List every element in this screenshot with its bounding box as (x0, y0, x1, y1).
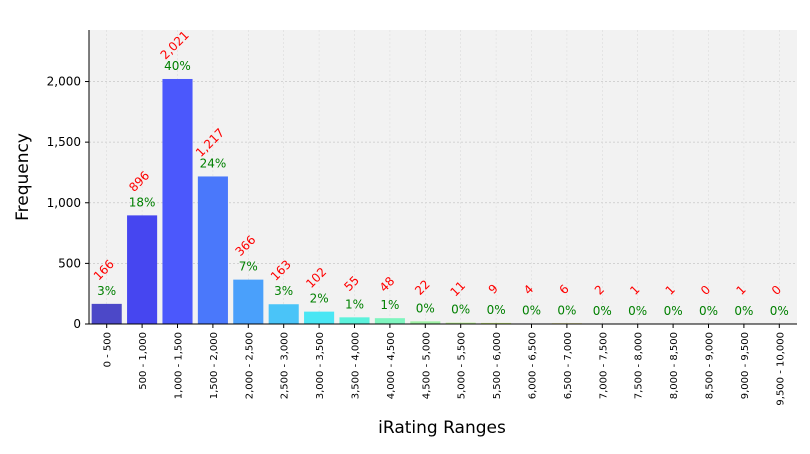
x-tick-label: 2,500 - 3,000 (280, 332, 291, 399)
x-tick-label: 9,500 - 10,000 (775, 332, 786, 406)
x-tick-label: 4,500 - 5,000 (421, 332, 432, 399)
bar-percent-label: 2% (310, 292, 329, 306)
bar-percent-label: 0% (487, 303, 506, 317)
bar (162, 79, 192, 324)
plot-background (89, 30, 797, 324)
x-ticks: 0 - 500 500 - 1,000 1,000 - 1,500 1,500 - 2… (103, 324, 787, 406)
bar-percent-label: 0% (557, 303, 576, 317)
bar (375, 318, 405, 324)
bar-percent-label: 0% (734, 304, 753, 318)
bar-percent-label: 0% (451, 303, 470, 317)
y-tick-label: 500 (58, 256, 81, 270)
bar (339, 317, 369, 324)
x-tick-label: 3,500 - 4,000 (351, 332, 362, 399)
bar-percent-label: 1% (345, 297, 364, 311)
bar (269, 304, 299, 324)
x-tick-label: 5,500 - 6,000 (492, 332, 503, 399)
x-tick-label: 6,500 - 7,000 (563, 332, 574, 399)
x-tick-label: 500 - 1,000 (138, 332, 149, 390)
bar (233, 280, 263, 324)
bar-percent-label: 0% (416, 301, 435, 315)
bar-percent-label: 1% (380, 298, 399, 312)
y-ticks: 0 500 1,000 1,500 2,000 (47, 75, 89, 331)
bar-percent-label: 0% (699, 304, 718, 318)
x-tick-label: 1,500 - 2,000 (209, 332, 220, 399)
bar-percent-label: 0% (522, 304, 541, 318)
y-tick-label: 1,500 (47, 135, 81, 149)
x-tick-label: 3,000 - 3,500 (315, 332, 326, 399)
bar-percent-label: 0% (593, 304, 612, 318)
bar (198, 176, 228, 324)
y-tick-label: 0 (73, 317, 81, 331)
bar-percent-label: 3% (274, 284, 293, 298)
bar-percent-label: 0% (770, 304, 789, 318)
x-tick-label: 0 - 500 (103, 332, 114, 367)
bar-percent-label: 3% (97, 284, 116, 298)
bar-percent-label: 0% (664, 304, 683, 318)
y-tick-label: 1,000 (47, 196, 81, 210)
x-tick-label: 1,000 - 1,500 (174, 332, 185, 399)
x-tick-label: 6,000 - 6,500 (528, 332, 539, 399)
x-tick-label: 8,000 - 8,500 (669, 332, 680, 399)
bar (92, 304, 122, 324)
y-axis-label: Frequency (13, 133, 33, 221)
x-tick-label: 7,000 - 7,500 (598, 332, 609, 399)
x-tick-label: 8,500 - 9,000 (705, 332, 716, 399)
bar-percent-label: 7% (239, 260, 258, 274)
bar (304, 312, 334, 324)
bar-percent-label: 18% (129, 195, 156, 209)
bar (127, 215, 157, 324)
x-tick-label: 7,500 - 8,000 (634, 332, 645, 399)
y-tick-label: 2,000 (47, 75, 81, 89)
x-tick-label: 4,000 - 4,500 (386, 332, 397, 399)
x-tick-label: 2,000 - 2,500 (244, 332, 255, 399)
x-axis-label: iRating Ranges (378, 418, 506, 438)
bar-percent-label: 0% (628, 304, 647, 318)
x-tick-label: 9,000 - 9,500 (740, 332, 751, 399)
x-tick-label: 5,000 - 5,500 (457, 332, 468, 399)
